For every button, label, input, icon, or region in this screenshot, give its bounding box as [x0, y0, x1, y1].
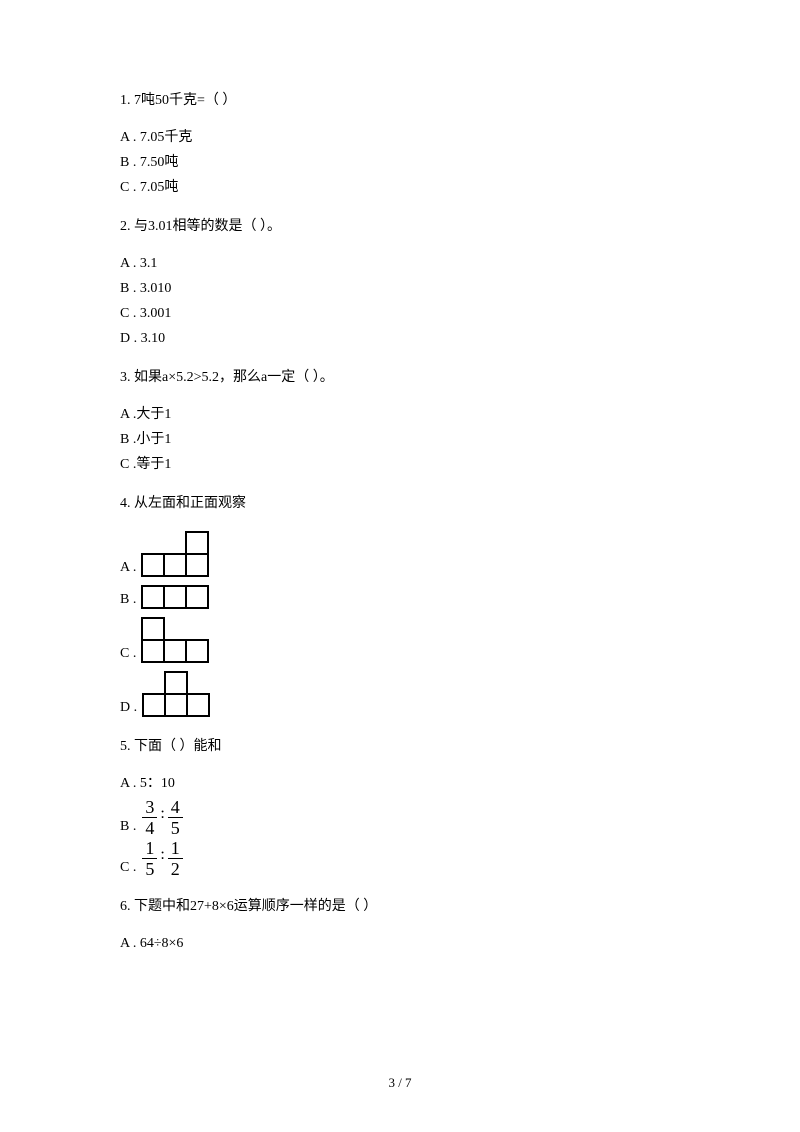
question-4: 4. 从左面和正面观察 A . B . [120, 493, 680, 718]
fraction-b2: 4 5 [168, 798, 183, 837]
question-5-text: 5. 下面（ ）能和 [120, 736, 680, 757]
q2-option-b: B . 3.010 [120, 278, 680, 299]
q4-option-c: C . [120, 616, 680, 664]
fraction-b1-num: 3 [142, 798, 157, 818]
question-2-text: 2. 与3.01相等的数是（ ）。 [120, 216, 680, 237]
q2-option-a: A . 3.1 [120, 253, 680, 274]
q4-option-d-label: D . [120, 697, 137, 718]
q4-option-c-label: C . [120, 643, 136, 664]
fraction-sep-b: : [160, 802, 164, 826]
fraction-b1: 3 4 [142, 798, 157, 837]
q3-option-b: B .小于1 [120, 429, 680, 450]
shape-c-icon [140, 616, 210, 664]
shape-a-icon [140, 530, 210, 578]
q1-option-b: B . 7.50吨 [120, 152, 680, 173]
question-1-text: 1. 7吨50千克=（ ） [120, 90, 680, 111]
fraction-c1: 1 5 [142, 839, 157, 878]
shape-d-icon [141, 670, 211, 718]
page-number: 3 / 7 [388, 1073, 411, 1093]
q1-option-c: C . 7.05吨 [120, 177, 680, 198]
q5-option-b: B . 3 4 : 4 5 [120, 798, 680, 837]
q2-option-c: C . 3.001 [120, 303, 680, 324]
q1-option-a: A . 7.05千克 [120, 127, 680, 148]
q5-option-c: C . 1 5 : 1 2 [120, 839, 680, 878]
q4-option-a: A . [120, 530, 680, 578]
question-6: 6. 下题中和27+8×6运算顺序一样的是（ ） A . 64÷8×6 [120, 896, 680, 954]
fraction-b2-num: 4 [168, 798, 183, 818]
q5-option-a: A . 5：10 [120, 773, 680, 794]
question-5: 5. 下面（ ）能和 A . 5：10 B . 3 4 : 4 5 C . 1 … [120, 736, 680, 878]
q6-option-a: A . 64÷8×6 [120, 933, 680, 954]
fraction-c1-num: 1 [142, 839, 157, 859]
fraction-sep-c: : [160, 843, 164, 867]
q4-option-a-label: A . [120, 557, 136, 578]
question-6-text: 6. 下题中和27+8×6运算顺序一样的是（ ） [120, 896, 680, 917]
fraction-c2-num: 1 [168, 839, 183, 859]
q3-option-a: A .大于1 [120, 404, 680, 425]
fraction-b2-den: 5 [168, 818, 183, 837]
q5-option-c-label: C . [120, 857, 136, 878]
q2-option-d: D . 3.10 [120, 328, 680, 349]
question-3: 3. 如果a×5.2>5.2，那么a一定（ ）。 A .大于1 B .小于1 C… [120, 367, 680, 475]
q3-option-c: C .等于1 [120, 454, 680, 475]
fraction-c2: 1 2 [168, 839, 183, 878]
question-4-text: 4. 从左面和正面观察 [120, 493, 680, 514]
q4-option-d: D . [120, 670, 680, 718]
question-2: 2. 与3.01相等的数是（ ）。 A . 3.1 B . 3.010 C . … [120, 216, 680, 349]
q4-option-b-label: B . [120, 589, 136, 610]
q5-option-b-label: B . [120, 816, 136, 837]
question-1: 1. 7吨50千克=（ ） A . 7.05千克 B . 7.50吨 C . 7… [120, 90, 680, 198]
fraction-b1-den: 4 [142, 818, 157, 837]
q4-option-b: B . [120, 584, 680, 610]
fraction-c2-den: 2 [168, 859, 183, 878]
question-3-text: 3. 如果a×5.2>5.2，那么a一定（ ）。 [120, 367, 680, 388]
shape-b-icon [140, 584, 210, 610]
fraction-c1-den: 5 [142, 859, 157, 878]
